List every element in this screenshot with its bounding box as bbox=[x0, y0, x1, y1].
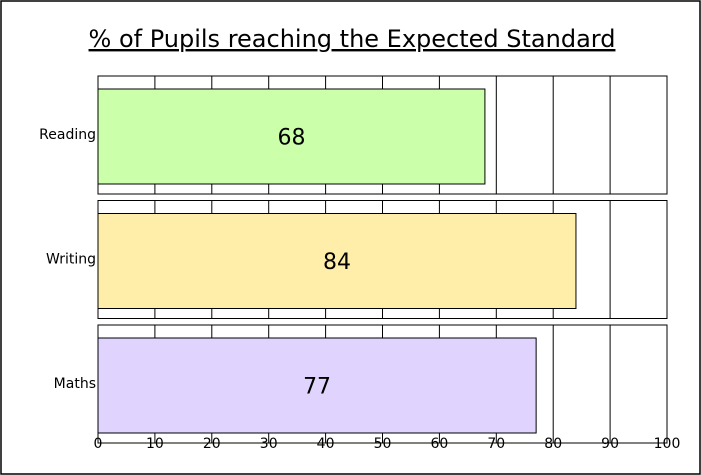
x-tick-label: 50 bbox=[374, 436, 392, 452]
x-tick-label: 100 bbox=[654, 436, 681, 452]
category-label: Writing bbox=[46, 252, 96, 268]
x-tick-label: 10 bbox=[146, 436, 164, 452]
category-label: Reading bbox=[39, 127, 96, 143]
bar bbox=[97, 213, 577, 309]
x-tick-label: 40 bbox=[317, 436, 335, 452]
x-tick-label: 90 bbox=[601, 436, 619, 452]
category-label: Maths bbox=[54, 376, 96, 392]
value-label: 77 bbox=[303, 375, 331, 400]
x-tick-label: 70 bbox=[487, 436, 505, 452]
value-label: 84 bbox=[323, 250, 351, 275]
bar bbox=[97, 88, 486, 185]
value-label: 68 bbox=[277, 126, 305, 151]
x-tick-label: 0 bbox=[94, 436, 103, 452]
x-tick-label: 60 bbox=[430, 436, 448, 452]
bar bbox=[97, 337, 537, 434]
x-tick-label: 80 bbox=[544, 436, 562, 452]
x-tick-label: 30 bbox=[260, 436, 278, 452]
x-tick-label: 20 bbox=[203, 436, 221, 452]
chart-title: % of Pupils reaching the Expected Standa… bbox=[89, 25, 616, 53]
